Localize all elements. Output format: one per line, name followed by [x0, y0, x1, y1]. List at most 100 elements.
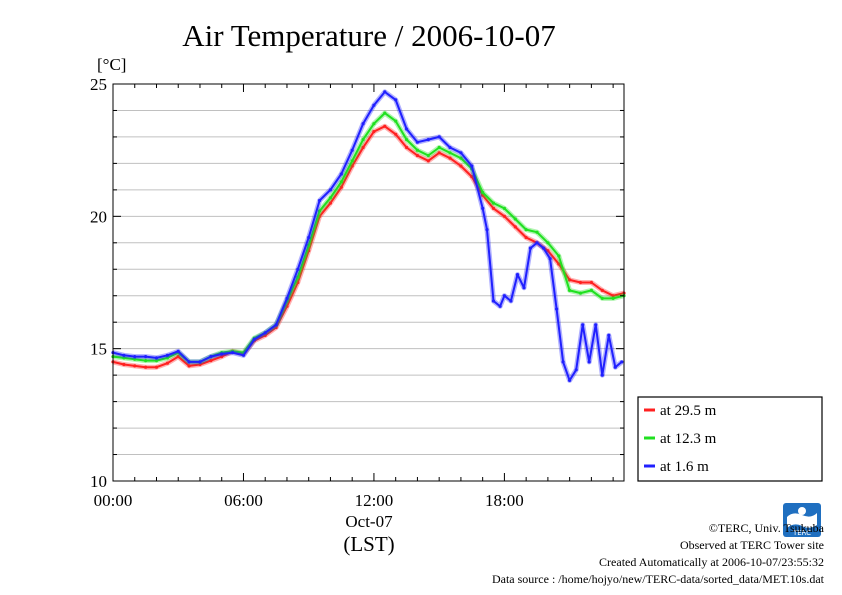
data-point: [350, 159, 354, 163]
data-point: [557, 262, 561, 266]
data-point: [405, 127, 409, 131]
data-point: [405, 145, 409, 150]
data-point: [220, 355, 224, 359]
data-point: [607, 333, 611, 337]
data-point: [415, 140, 419, 144]
series-line: [112, 112, 625, 363]
data-point: [209, 359, 213, 363]
data-point: [296, 280, 300, 285]
x-tick-labels: 00:00 06:00 12:00 18:00: [94, 491, 524, 510]
data-point: [274, 323, 278, 327]
data-point: [524, 228, 528, 232]
data-point: [187, 364, 191, 368]
data-point: [372, 122, 376, 126]
series-line: [112, 125, 625, 369]
data-point: [144, 355, 148, 359]
data-point: [437, 135, 441, 139]
data-point: [165, 356, 169, 360]
axis-ticks: [112, 83, 624, 482]
data-point: [318, 198, 322, 203]
data-point: [383, 124, 387, 128]
data-point: [498, 304, 502, 308]
data-point: [176, 349, 180, 353]
data-point: [198, 360, 202, 364]
data-point: [296, 275, 300, 279]
data-point: [318, 209, 322, 213]
data-point: [252, 337, 256, 341]
data-point: [561, 360, 565, 364]
data-point: [339, 180, 343, 184]
data-point: [568, 288, 572, 292]
plot-frame: [112, 83, 625, 482]
data-point: [285, 296, 289, 300]
data-point: [611, 296, 615, 300]
data-point: [394, 119, 398, 123]
data-point: [611, 294, 615, 298]
data-point: [154, 356, 159, 360]
data-point: [426, 159, 430, 163]
series-group: [111, 110, 626, 365]
data-point: [437, 151, 441, 155]
logo-text: TERC: [792, 529, 811, 537]
data-point: [459, 164, 463, 168]
legend-box: [637, 396, 823, 482]
grid-lines: [113, 109, 624, 456]
data-point: [263, 333, 267, 337]
data-point: [241, 353, 246, 357]
data-point: [274, 325, 278, 330]
data-point: [285, 304, 289, 308]
data-point: [154, 365, 159, 369]
data-point: [485, 228, 489, 232]
data-point: [568, 278, 572, 282]
data-point: [578, 291, 583, 295]
data-point: [600, 373, 604, 377]
data-point: [600, 288, 604, 292]
data-point: [198, 362, 202, 367]
legend: at 29.5 m at 12.3 m at 1.6 m: [637, 396, 823, 482]
x-tick-label: 18:00: [485, 491, 524, 510]
data-point: [448, 145, 452, 150]
data-point: [307, 235, 311, 240]
footer-source: Data source : /home/hojyo/new/TERC-data/…: [491, 572, 824, 586]
data-point: [361, 122, 365, 126]
x-axis-date-label: Oct-07: [345, 512, 393, 531]
data-point: [535, 241, 539, 245]
data-point: [459, 151, 463, 155]
data-point: [589, 280, 594, 285]
footer-copyright: ©TERC, Univ. Tsukuba: [708, 521, 824, 535]
data-point: [361, 145, 365, 150]
legend-label: at 29.5 m: [660, 403, 717, 419]
y-tick-label: 20: [90, 207, 107, 226]
y-axis-unit-label: [°C]: [97, 55, 126, 74]
legend-label: at 1.6 m: [660, 459, 709, 475]
data-point: [546, 241, 550, 245]
data-point: [509, 299, 513, 303]
data-point: [350, 148, 354, 152]
data-point: [165, 361, 169, 365]
terc-logo: TERC: [783, 503, 821, 537]
chart-title: Air Temperature / 2006-10-07: [182, 18, 555, 53]
data-point: [383, 90, 387, 94]
data-point: [328, 201, 332, 205]
data-point: [328, 188, 332, 192]
data-point: [437, 145, 441, 150]
data-point: [361, 138, 365, 142]
data-point: [594, 323, 598, 327]
data-point: [568, 378, 572, 382]
data-point: [426, 138, 430, 142]
data-point: [459, 156, 463, 160]
data-point: [133, 357, 137, 361]
series-layer: [111, 89, 626, 383]
data-point: [528, 246, 533, 250]
data-point: [133, 364, 137, 368]
data-point: [535, 230, 539, 234]
data-point: [448, 156, 452, 160]
series-halo: [112, 123, 625, 370]
data-point: [405, 138, 409, 142]
data-point: [600, 296, 604, 300]
series-group: [111, 89, 624, 383]
data-point: [133, 355, 137, 359]
series-halo: [112, 110, 625, 365]
data-point: [263, 331, 267, 335]
footer-observed: Observed at TERC Tower site: [679, 538, 824, 552]
